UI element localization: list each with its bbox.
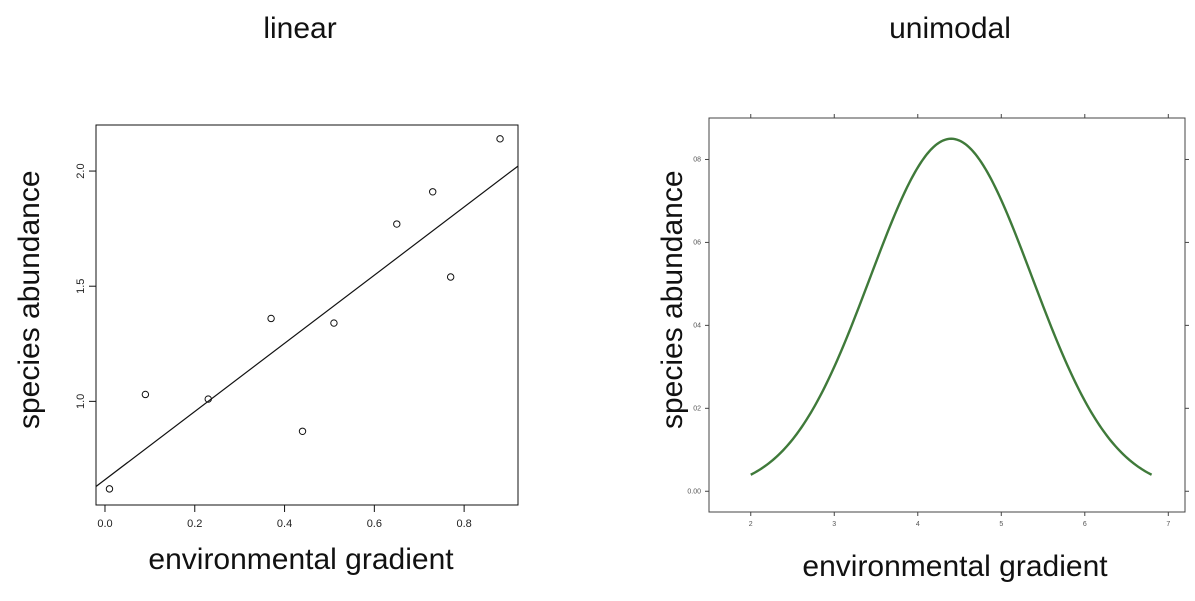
x-tick-label-unimodal: 7: [1166, 521, 1170, 528]
data-point: [105, 485, 114, 493]
linear-chart: 0.0 0.2 0.4 0.6 0.8 1.0 1.5 2.0: [75, 124, 519, 530]
data-point: [267, 314, 275, 323]
y-tick-label-linear: 1.5: [75, 279, 87, 294]
data-point: [496, 135, 504, 143]
y-tick-label-unimodal: 08: [693, 156, 701, 163]
x-tick-label-unimodal: 2: [749, 521, 753, 528]
data-point: [330, 319, 338, 327]
data-point: [298, 427, 307, 436]
unimodal-curve: [750, 137, 1153, 476]
fit-line: [95, 165, 519, 487]
unimodal-chart: 2 3 4 5 6 7 0.00 02 04 06 08: [687, 114, 1189, 528]
x-tick-label-linear: 0.4: [277, 518, 292, 530]
x-axis-label-linear: environmental gradient: [148, 543, 454, 576]
x-tick-label-linear: 0.2: [187, 518, 202, 530]
data-point: [141, 390, 150, 399]
plot-frame-linear: [95, 124, 519, 506]
x-tick-label-linear: 0.6: [367, 518, 382, 530]
data-point: [393, 220, 401, 228]
x-tick-label-unimodal: 4: [916, 521, 920, 528]
y-tick-label-unimodal: 06: [693, 239, 701, 246]
x-tick-label-unimodal: 5: [999, 521, 1003, 528]
data-point: [204, 395, 212, 403]
y-tick-label-unimodal: 02: [693, 405, 701, 412]
x-tick-label-linear: 0.8: [456, 518, 471, 530]
x-axis-label-unimodal: environmental gradient: [802, 550, 1108, 583]
y-tick-label-unimodal: 04: [693, 322, 701, 329]
x-tick-label-unimodal: 3: [832, 521, 836, 528]
data-point: [429, 188, 437, 196]
y-tick-label-linear: 2.0: [75, 163, 87, 178]
plot-frame-unimodal: [708, 117, 1186, 513]
chart-title-linear: linear: [263, 12, 337, 45]
y-tick-label-linear: 1.0: [75, 394, 87, 409]
y-tick-label-unimodal: 0.00: [687, 488, 701, 495]
x-tick-label-linear: 0.0: [97, 518, 112, 530]
x-tick-label-unimodal: 6: [1083, 521, 1087, 528]
data-point: [446, 273, 455, 281]
chart-title-unimodal: unimodal: [889, 12, 1011, 45]
